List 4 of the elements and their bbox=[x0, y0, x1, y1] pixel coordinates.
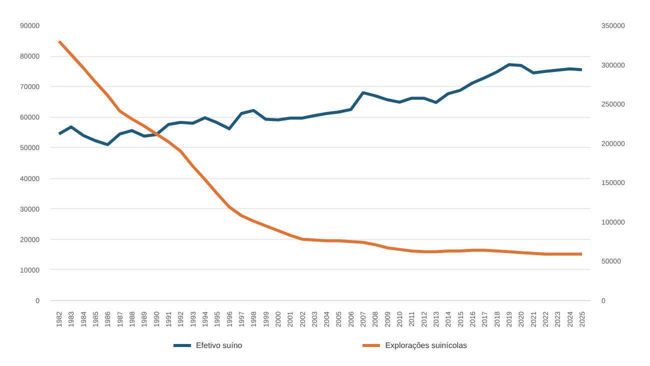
legend-label: Efetivo suíno bbox=[196, 340, 242, 350]
legend-label: Explorações suinícolas bbox=[385, 340, 468, 350]
line-series bbox=[58, 40, 584, 256]
line-series bbox=[58, 63, 584, 146]
